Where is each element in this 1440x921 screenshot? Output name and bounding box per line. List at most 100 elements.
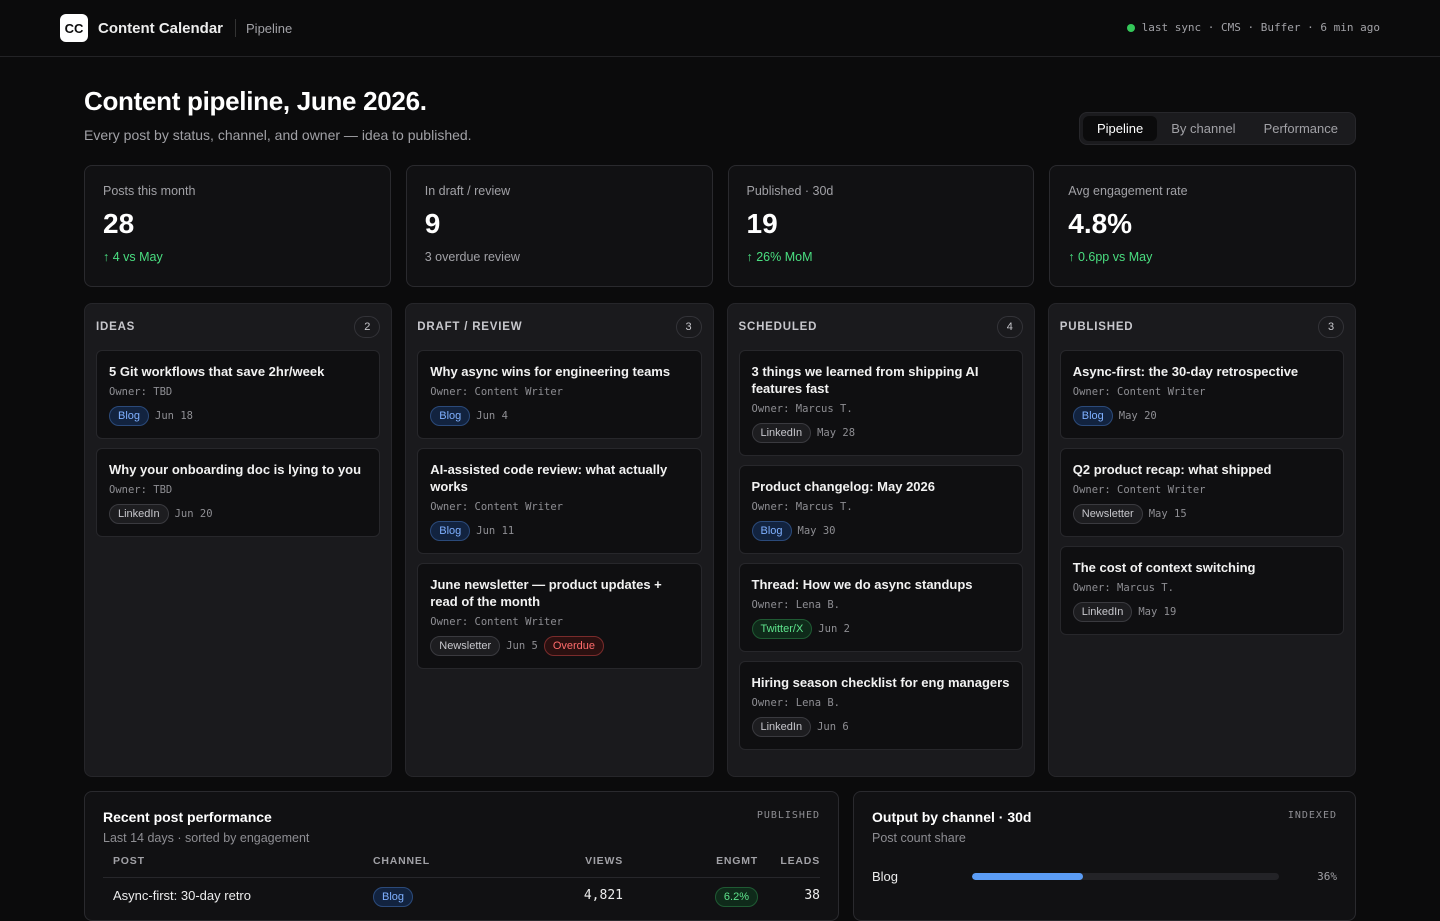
- channel-tag: LinkedIn: [109, 504, 169, 524]
- tab-performance[interactable]: Performance: [1263, 121, 1338, 136]
- post-owner: Owner: Content Writer: [1072, 484, 1206, 496]
- column-scheduled: SCHEDULED 4 3 things we learned from shi…: [726, 303, 1035, 777]
- channel-tag: Newsletter: [430, 636, 501, 656]
- column-header: SCHEDULED 4: [739, 316, 1023, 338]
- kpi-value: 28: [103, 208, 135, 239]
- post-meta: Blog May 30: [751, 521, 1010, 541]
- post-owner: Owner: Content Writer: [430, 501, 564, 513]
- kpi-delta: ↑ 26% MoM: [746, 250, 813, 264]
- post-date: May 19: [1138, 606, 1177, 618]
- column-title: DRAFT / REVIEW: [417, 321, 523, 333]
- table-row[interactable]: Async-first: 30-day retro Blog 4,821 6.2…: [103, 878, 820, 907]
- column-ideas: IDEAS 2 5 Git workflows that save 2hr/we…: [84, 303, 393, 777]
- column-title: IDEAS: [96, 321, 136, 333]
- post-card[interactable]: AI-assisted code review: what actually w…: [417, 448, 702, 554]
- column-header-channel[interactable]: CHANNEL: [373, 855, 430, 867]
- tab-by-channel[interactable]: By channel: [1171, 121, 1236, 136]
- post-date: Jun 5: [506, 640, 538, 652]
- post-card[interactable]: Thread: How we do async standups Owner: …: [738, 563, 1023, 652]
- post-date: May 20: [1118, 410, 1157, 422]
- post-date: Jun 18: [155, 410, 193, 422]
- column-header-views[interactable]: VIEWS: [585, 855, 623, 867]
- cell-engmt: 6.2%: [623, 887, 758, 907]
- post-meta: Twitter/X Jun 2: [751, 619, 1010, 639]
- channel-tag: Blog: [109, 406, 150, 426]
- post-owner: Owner: Lena B.: [751, 599, 841, 611]
- page-title: Content pipeline, June 2026.: [84, 86, 427, 116]
- kpi-value: 19: [746, 208, 778, 239]
- column-published: PUBLISHED 3 Async-first: the 30-day retr…: [1047, 303, 1356, 777]
- channel-tag: Blog: [1072, 406, 1113, 426]
- app-logo[interactable]: CC: [60, 14, 88, 42]
- column-count-badge: 2: [354, 316, 381, 338]
- post-date: May 15: [1148, 508, 1187, 520]
- post-card[interactable]: The cost of context switching Owner: Mar…: [1059, 546, 1344, 635]
- post-title: June newsletter — product updates + read…: [430, 577, 662, 609]
- kpi-delta: ↑ 0.6pp vs May: [1068, 250, 1153, 264]
- post-title: AI-assisted code review: what actually w…: [430, 462, 668, 494]
- channel-bar-row: Blog 36%: [872, 869, 1337, 884]
- tab-pipeline[interactable]: Pipeline: [1082, 116, 1158, 141]
- post-owner: Owner: Content Writer: [1072, 386, 1206, 398]
- sync-status: last sync · CMS · Buffer · 6 min ago: [1126, 21, 1380, 34]
- post-date: Jun 6: [817, 721, 849, 733]
- channel-tag: LinkedIn: [751, 717, 812, 737]
- post-owner: Owner: Marcus T.: [751, 501, 853, 513]
- app-title[interactable]: Content Calendar: [98, 19, 224, 37]
- post-card[interactable]: Why your onboarding doc is lying to you …: [96, 448, 381, 537]
- post-owner: Owner: TBD: [109, 386, 173, 398]
- sync-status-text: last sync · CMS · Buffer · 6 min ago: [1141, 21, 1380, 34]
- panel-tag: INDEXED: [1287, 810, 1337, 821]
- post-date: Jun 20: [174, 508, 213, 520]
- channel-tag: LinkedIn: [1072, 602, 1133, 622]
- post-card[interactable]: Hiring season checklist for eng managers…: [738, 661, 1023, 750]
- kpi-label: Posts this month: [103, 184, 196, 198]
- page-header: Content pipeline, June 2026. Every post …: [84, 86, 472, 143]
- panel-title: Recent post performance: [103, 809, 272, 825]
- panel-tag: PUBLISHED: [756, 810, 820, 821]
- cell-views: 4,821: [583, 888, 623, 903]
- post-title: Product changelog: May 2026: [751, 479, 936, 494]
- post-meta: LinkedIn May 28: [751, 423, 1010, 443]
- post-title: Q2 product recap: what shipped: [1072, 462, 1272, 477]
- post-card[interactable]: 5 Git workflows that save 2hr/week Owner…: [96, 350, 381, 439]
- post-title: 5 Git workflows that save 2hr/week: [109, 364, 325, 379]
- post-card[interactable]: June newsletter — product updates + read…: [417, 563, 702, 669]
- column-header: IDEAS 2: [96, 316, 381, 338]
- column-count-badge: 3: [1318, 316, 1344, 338]
- post-card[interactable]: Q2 product recap: what shipped Owner: Co…: [1059, 448, 1344, 537]
- breadcrumb[interactable]: Pipeline: [246, 20, 293, 36]
- page-subtitle: Every post by status, channel, and owner…: [84, 127, 472, 143]
- cell-post: Async-first: 30-day retro: [113, 888, 251, 903]
- post-card[interactable]: Why async wins for engineering teams Own…: [417, 350, 702, 439]
- channel-tag: Blog: [751, 521, 792, 541]
- channel-tag: Newsletter: [1072, 504, 1143, 524]
- column-title: SCHEDULED: [738, 321, 818, 333]
- post-date: Jun 4: [476, 410, 508, 422]
- engagement-badge: 6.2%: [714, 887, 758, 907]
- kpi-delta: ↑ 4 vs May: [103, 250, 163, 264]
- column-header: PUBLISHED 3: [1060, 316, 1344, 338]
- bar-label: Blog: [872, 869, 899, 884]
- column-count-badge: 4: [996, 316, 1023, 338]
- post-date: May 28: [817, 427, 856, 439]
- post-owner: Owner: Content Writer: [430, 386, 564, 398]
- sync-status-dot-icon: [1126, 23, 1135, 32]
- column-header-leads[interactable]: LEADS: [780, 855, 820, 867]
- channel-tag: Twitter/X: [751, 619, 813, 639]
- top-bar: CC Content Calendar Pipeline last sync ·…: [0, 0, 1440, 57]
- post-card[interactable]: Product changelog: May 2026 Owner: Marcu…: [738, 465, 1023, 554]
- post-card[interactable]: 3 things we learned from shipping AI fea…: [738, 350, 1023, 456]
- table-header: POST CHANNEL VIEWS ENGMT LEADS: [103, 855, 820, 878]
- post-title: The cost of context switching: [1072, 560, 1256, 575]
- post-owner: Owner: TBD: [109, 484, 173, 496]
- post-title: Async-first: the 30-day retrospective: [1072, 364, 1299, 379]
- column-header-engmt[interactable]: ENGMT: [716, 855, 758, 867]
- post-meta: LinkedIn Jun 20: [109, 504, 367, 524]
- post-title: 3 things we learned from shipping AI fea…: [751, 364, 979, 396]
- kpi-card: In draft / review 9 3 overdue review: [405, 165, 713, 287]
- column-header-post[interactable]: POST: [113, 855, 145, 867]
- post-card[interactable]: Async-first: the 30-day retrospective Ow…: [1059, 350, 1344, 439]
- channel-tag: Blog: [430, 406, 471, 426]
- performance-panel: Recent post performance Last 14 days · s…: [84, 791, 839, 921]
